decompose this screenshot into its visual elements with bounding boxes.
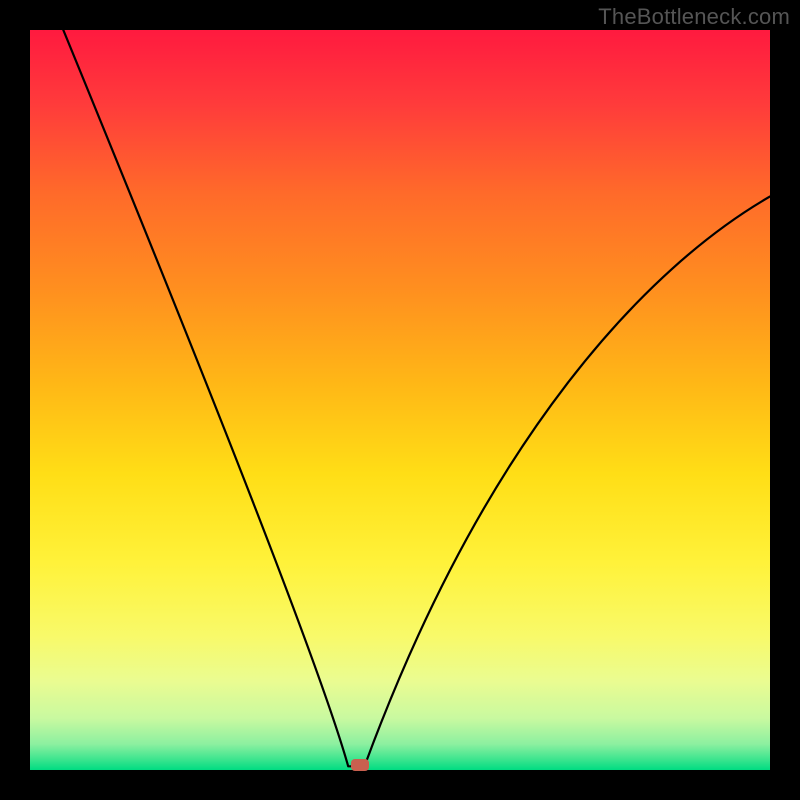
watermark-text: TheBottleneck.com [598,4,790,30]
chart-container: TheBottleneck.com [0,0,800,800]
optimal-marker [351,759,369,771]
plot-area [30,30,770,770]
bottleneck-curve [30,30,770,770]
